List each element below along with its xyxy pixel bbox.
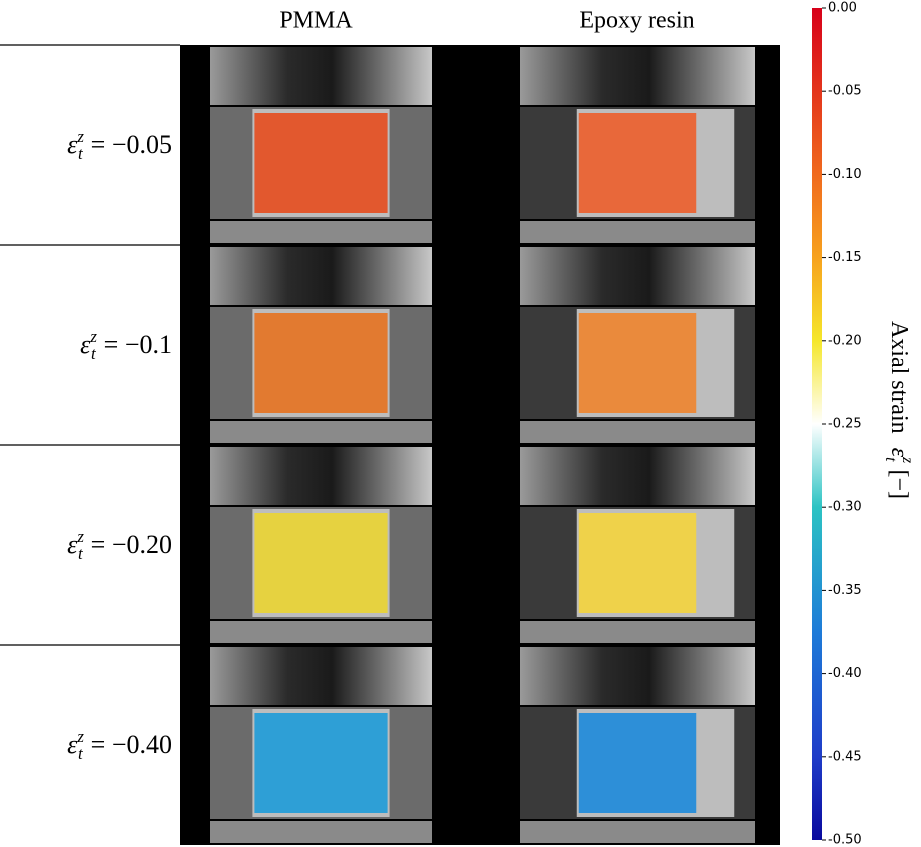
subscript: t [78, 544, 84, 563]
bottom-platen [520, 421, 755, 443]
figure: PMMA Epoxy resin εzt= −0.05εzt= −0.1εzt=… [0, 0, 921, 847]
colorbar-tick-label: -0.50 [828, 833, 862, 847]
top-platen [210, 247, 432, 305]
specimen-strain [579, 713, 697, 813]
unit: [−] [886, 470, 912, 500]
subscript: t [91, 344, 97, 363]
specimen-strain [254, 513, 387, 613]
specimen-strain [579, 513, 697, 613]
top-platen [210, 447, 432, 505]
math-rest: = −0.1 [104, 330, 172, 359]
bottom-platen [210, 821, 432, 843]
subscript: t [78, 744, 84, 763]
column-header: PMMA [279, 8, 353, 34]
subscript: t [78, 144, 84, 163]
superscript: z [899, 456, 916, 463]
colorbar-tick-label: -0.45 [828, 749, 862, 764]
bottom-platen [210, 621, 432, 643]
colorbar-tick-label: -0.30 [828, 500, 862, 515]
colorbar-tick-label: -0.05 [828, 84, 862, 99]
column-header: Epoxy resin [579, 8, 694, 34]
colorbar-tick-label: -0.20 [828, 333, 862, 348]
math-rest: = −0.20 [91, 530, 172, 559]
colorbar-tick-label: -0.35 [828, 583, 862, 598]
colorbar-tick-label: -0.25 [828, 417, 862, 432]
top-platen [520, 647, 755, 705]
top-platen [520, 47, 755, 105]
colorbar-tick-label: 0.00 [828, 1, 857, 16]
bottom-platen [520, 221, 755, 243]
specimen-strain [254, 713, 387, 813]
bottom-platen [520, 621, 755, 643]
colorbar-tick-label: -0.10 [828, 167, 862, 182]
specimen-strain [254, 113, 387, 213]
colorbar-label: Axial strainεzt[−] [882, 321, 916, 499]
subscript: t [882, 457, 899, 462]
specimen-strain [579, 313, 697, 413]
bottom-platen [210, 221, 432, 243]
colorbar-tick-label: -0.40 [828, 666, 862, 681]
specimen-strain [579, 113, 697, 213]
colorbar-tick-label: -0.15 [828, 250, 862, 265]
top-platen [210, 647, 432, 705]
bottom-platen [520, 821, 755, 843]
top-platen [210, 47, 432, 105]
specimen-strain [254, 313, 387, 413]
math-rest: = −0.40 [91, 730, 172, 759]
top-platen [520, 447, 755, 505]
label-text: Axial strain [886, 321, 912, 434]
colorbar [812, 8, 822, 840]
bottom-platen [210, 421, 432, 443]
math-rest: = −0.05 [91, 130, 172, 159]
top-platen [520, 247, 755, 305]
